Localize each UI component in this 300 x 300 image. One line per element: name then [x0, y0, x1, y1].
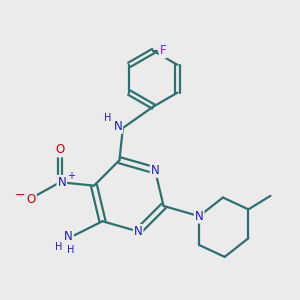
Text: H: H: [104, 113, 111, 123]
Text: N: N: [151, 164, 160, 177]
Text: N: N: [195, 210, 204, 223]
Text: O: O: [56, 143, 65, 157]
Text: H: H: [67, 245, 74, 255]
Text: −: −: [15, 189, 25, 202]
Text: O: O: [27, 193, 36, 206]
Text: N: N: [134, 225, 142, 238]
Text: N: N: [57, 176, 66, 189]
Text: N: N: [113, 120, 122, 133]
Text: H: H: [55, 242, 62, 252]
Text: +: +: [67, 171, 75, 181]
Text: N: N: [64, 230, 73, 243]
Text: F: F: [160, 44, 166, 57]
